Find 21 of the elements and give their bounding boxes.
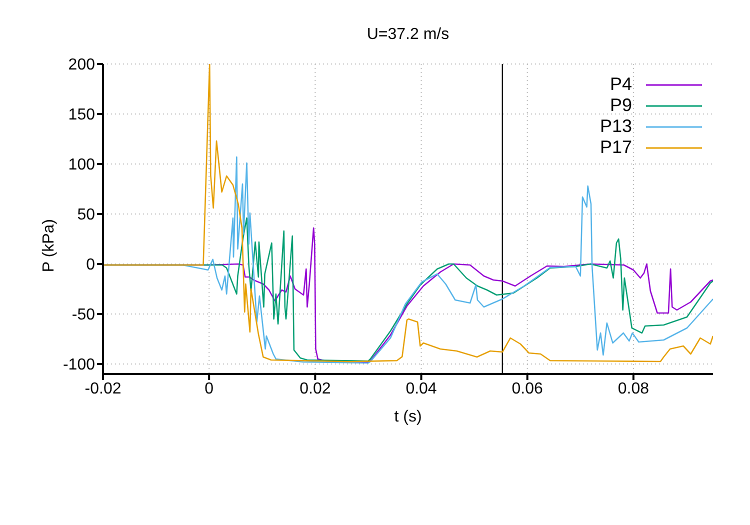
chart-title: U=37.2 m/s bbox=[366, 26, 450, 44]
legend-label: P4 bbox=[610, 74, 632, 95]
y-tick-label: 50 bbox=[77, 206, 96, 224]
y-tick-label: 150 bbox=[68, 106, 96, 124]
y-tick-label: 0 bbox=[86, 256, 96, 274]
x-tick-label: -0.02 bbox=[84, 380, 122, 398]
legend-label: P17 bbox=[600, 137, 632, 158]
legend-label: P9 bbox=[610, 95, 632, 116]
y-tick-label: -100 bbox=[62, 356, 96, 374]
x-tick-label: 0.04 bbox=[406, 380, 437, 398]
x-tick-label: 0.06 bbox=[512, 380, 544, 398]
y-tick-label: 100 bbox=[68, 156, 96, 174]
x-tick-label: 0.02 bbox=[300, 380, 331, 398]
y-axis-title: P (kPa) bbox=[40, 219, 58, 272]
x-tick-label: 0.08 bbox=[618, 380, 650, 398]
y-tick-label: -50 bbox=[72, 306, 96, 324]
x-axis-title: t (s) bbox=[394, 408, 422, 426]
y-tick-label: 200 bbox=[68, 56, 96, 74]
legend-label: P13 bbox=[600, 116, 632, 137]
x-tick-label: 0 bbox=[204, 380, 214, 398]
line-series bbox=[103, 64, 713, 362]
